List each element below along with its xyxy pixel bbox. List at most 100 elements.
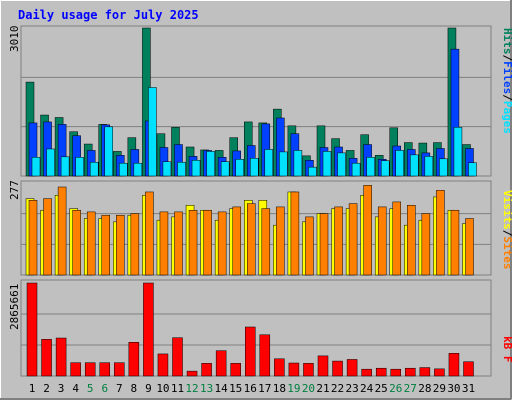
x-label-day-27: 27	[404, 382, 417, 395]
bar-pages-day-1	[31, 157, 41, 177]
bar-sites-day-31	[465, 218, 474, 276]
x-label-day-15: 15	[229, 382, 242, 395]
x-label-day-1: 1	[29, 382, 36, 395]
bar-sites-day-14	[217, 211, 227, 276]
x-label-day-11: 11	[171, 382, 184, 395]
bar-pages-day-15	[235, 159, 244, 177]
legend-text: Hits/Files/Pages	[501, 28, 512, 134]
bar-kb-f-day-1	[26, 282, 38, 377]
bar-sites-day-12	[188, 209, 198, 276]
bar-pages-day-7	[119, 162, 128, 177]
bar-pages-day-14	[220, 161, 230, 177]
x-label-day-20: 20	[302, 382, 315, 395]
x-label-day-16: 16	[244, 382, 257, 395]
x-label-day-31: 31	[462, 382, 475, 395]
bar-kb-f-day-14	[215, 350, 227, 377]
bar-sites-day-11	[174, 211, 183, 276]
bar-kb-f-day-10	[157, 353, 169, 377]
x-label-day-13: 13	[200, 382, 213, 395]
x-label-day-14: 14	[215, 382, 229, 395]
bar-sites-day-6	[101, 214, 110, 276]
x-label-day-28: 28	[418, 382, 431, 395]
x-label-day-6: 6	[101, 382, 108, 395]
legend-kb-f: kB F	[501, 336, 512, 363]
legend-hits-files-pages: Hits/Files/Pages	[501, 28, 512, 134]
bar-pages-day-9	[148, 87, 157, 177]
bar-sites-day-24	[363, 185, 372, 276]
hits-files-pages-panel: 3010 Hits/Files/Pages	[8, 25, 512, 177]
legend-visits: Visits	[501, 190, 512, 230]
bar-kb-f-day-17	[259, 334, 271, 377]
bar-sites-day-19	[290, 191, 300, 276]
legend-files: Files	[501, 61, 512, 94]
bar-pages-day-17	[264, 149, 274, 177]
bar-pages-day-31	[468, 162, 477, 177]
x-label-day-25: 25	[375, 382, 388, 395]
bar-pages-day-12	[191, 160, 201, 177]
bar-kb-f-day-16	[245, 326, 256, 377]
bar-sites-day-15	[232, 206, 241, 276]
bar-pages-day-22	[337, 152, 346, 177]
bar-kb-f-day-24	[361, 368, 372, 377]
bar-sites-day-9	[145, 191, 154, 276]
x-label-day-4: 4	[72, 382, 79, 395]
bar-pages-day-13	[206, 151, 215, 177]
x-label-day-10: 10	[156, 382, 169, 395]
bar-sites-day-2	[43, 198, 52, 276]
bar-pages-day-18	[279, 151, 288, 177]
x-label-day-5: 5	[87, 382, 94, 395]
x-label-day-21: 21	[316, 382, 329, 395]
bar-kb-f-day-8	[128, 341, 140, 377]
bar-pages-day-11	[177, 161, 186, 177]
bar-pages-day-24	[366, 157, 375, 177]
legend-pages: Pages	[501, 101, 512, 134]
bar-kb-f-day-28	[419, 367, 431, 377]
bar-pages-day-4	[75, 157, 84, 177]
bar-kb-f-day-25	[375, 367, 387, 377]
bar-kb-f-day-21	[317, 355, 329, 377]
bar-kb-f-day-2	[41, 339, 52, 377]
bar-sites-day-30	[450, 209, 460, 276]
bar-sites-day-3	[57, 186, 67, 276]
bar-kb-f-day-18	[274, 358, 285, 377]
x-label-day-12: 12	[185, 382, 198, 395]
bar-pages-day-2	[46, 148, 55, 177]
x-label-day-8: 8	[131, 382, 138, 395]
bar-sites-day-27	[407, 205, 416, 276]
bar-pages-day-6	[104, 126, 113, 177]
bar-kb-f-day-5	[84, 362, 96, 377]
bar-kb-f-day-4	[70, 362, 81, 377]
bar-sites-day-8	[130, 213, 140, 276]
x-label-day-30: 30	[447, 382, 460, 395]
bar-kb-f-day-27	[405, 367, 416, 377]
visits-sites-panel: 277 Visits/Sites	[8, 180, 512, 276]
x-label-day-3: 3	[58, 382, 65, 395]
bar-pages-day-27	[410, 154, 419, 177]
x-label-day-17: 17	[258, 382, 271, 395]
legend-kbytes: kB F	[501, 336, 512, 363]
bar-pages-day-25	[380, 160, 390, 177]
panel-kbytes-bg	[20, 279, 492, 377]
ylabel-kbytes-max: 2865661	[8, 284, 21, 330]
x-label-day-2: 2	[43, 382, 50, 395]
bar-pages-day-30	[453, 127, 463, 177]
bar-sites-day-22	[334, 206, 343, 276]
x-label-day-29: 29	[433, 382, 446, 395]
bar-pages-day-19	[293, 150, 303, 177]
bar-sites-day-10	[159, 211, 169, 276]
bar-kb-f-day-20	[303, 363, 314, 377]
bar-pages-day-29	[439, 158, 448, 177]
bar-sites-day-13	[203, 209, 212, 276]
bar-pages-day-20	[308, 166, 317, 177]
bar-sites-day-26	[392, 201, 401, 276]
bar-kb-f-day-15	[230, 363, 241, 377]
bar-sites-day-5	[86, 211, 96, 276]
x-label-day-19: 19	[287, 382, 300, 395]
bar-pages-day-26	[395, 150, 404, 177]
x-label-day-23: 23	[345, 382, 358, 395]
legend-hits: Hits	[501, 28, 512, 55]
bar-sites-day-20	[305, 216, 314, 276]
x-label-day-24: 24	[360, 382, 374, 395]
bar-kb-f-day-7	[114, 362, 125, 377]
